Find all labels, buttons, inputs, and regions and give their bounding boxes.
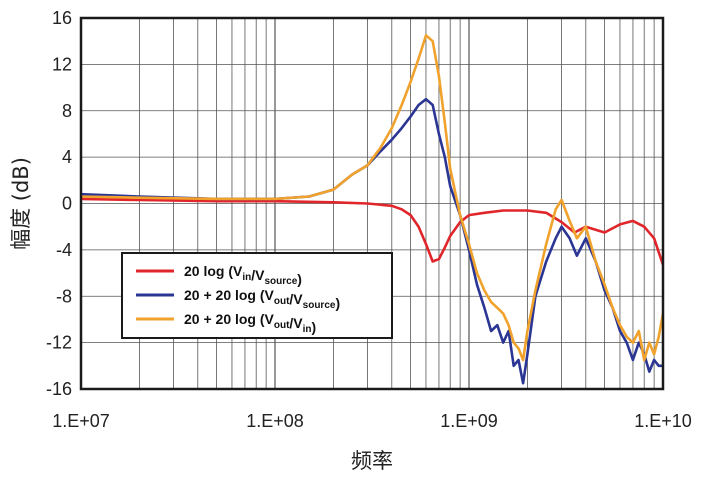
legend-label-1: 20 log (Vin/Vsource) xyxy=(184,263,302,287)
y-tick-label: -4 xyxy=(56,240,72,260)
series-line-3 xyxy=(80,34,665,362)
legend-label-3: 20 + 20 log (Vout/Vin) xyxy=(184,311,316,335)
y-tick-label: -8 xyxy=(56,286,72,306)
y-tick-label: 12 xyxy=(52,54,72,74)
x-tick-label: 1.E+07 xyxy=(52,411,110,431)
y-tick-label: 8 xyxy=(62,101,72,121)
x-tick-label: 1.E+09 xyxy=(440,411,498,431)
y-tick-label: 0 xyxy=(62,194,72,214)
series-line-2 xyxy=(80,97,663,385)
series-layer xyxy=(80,34,665,385)
y-axis-label: 幅度 (dB) xyxy=(9,157,33,250)
x-tick-labels: 1.E+07 1.E+08 1.E+09 1.E+10 xyxy=(52,411,692,431)
y-tick-labels: 16 12 8 4 0 -4 -8 -12 -16 xyxy=(46,8,72,399)
plot-frame xyxy=(79,16,665,391)
legend-label-2: 20 + 20 log (Vout/Vsource) xyxy=(184,287,340,311)
y-tick-label: -16 xyxy=(46,379,72,399)
x-tick-label: 1.E+08 xyxy=(246,411,304,431)
y-tick-label: -12 xyxy=(46,333,72,353)
x-tick-label: 1.E+10 xyxy=(634,411,692,431)
y-tick-label: 4 xyxy=(62,147,72,167)
y-tick-label: 16 xyxy=(52,8,72,28)
series-line-1 xyxy=(80,197,665,266)
legend: 20 log (Vin/Vsource)20 + 20 log (Vout/Vs… xyxy=(121,252,393,339)
x-axis-label: 频率 xyxy=(351,449,393,473)
